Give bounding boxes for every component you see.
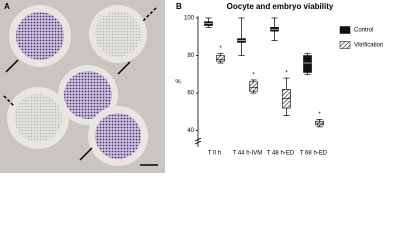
axis-break: [194, 140, 202, 145]
box: [249, 81, 258, 92]
significance-marker: *: [252, 73, 255, 79]
figure: A B Oocyte and embryo viability % 40 60 80…: [0, 0, 383, 173]
x-tick-label: T 48 h-ED: [267, 151, 295, 157]
y-tick-label: 100: [184, 16, 195, 22]
y-tick-label: 60: [187, 91, 194, 97]
x-tick-label: T 68 h-ED: [300, 151, 328, 157]
significance-marker: *: [318, 112, 321, 118]
chart: B Oocyte and embryo viability % 40 60 80 10…: [175, 2, 383, 156]
panel-label: B: [176, 2, 182, 11]
x-tick-label: T 44 h-IVM: [233, 151, 263, 157]
chart-title: Oocyte and embryo viability: [227, 2, 334, 11]
box: [303, 55, 312, 73]
box: [216, 55, 225, 62]
y-tick-label: 80: [187, 53, 194, 59]
legend-label: Vitrification: [354, 43, 383, 49]
legend-label: Control: [354, 28, 373, 34]
significance-marker: *: [285, 71, 288, 77]
panel-label: A: [4, 2, 10, 11]
y-axis-label: %: [175, 80, 181, 86]
micrograph: A: [0, 0, 165, 173]
legend-swatch: [339, 26, 351, 34]
legend-swatch: [339, 41, 351, 49]
x-tick-label: T 0 h: [208, 151, 222, 157]
axis-break: [194, 137, 202, 142]
y-tick-label: 40: [187, 128, 194, 134]
significance-marker: *: [219, 46, 222, 52]
